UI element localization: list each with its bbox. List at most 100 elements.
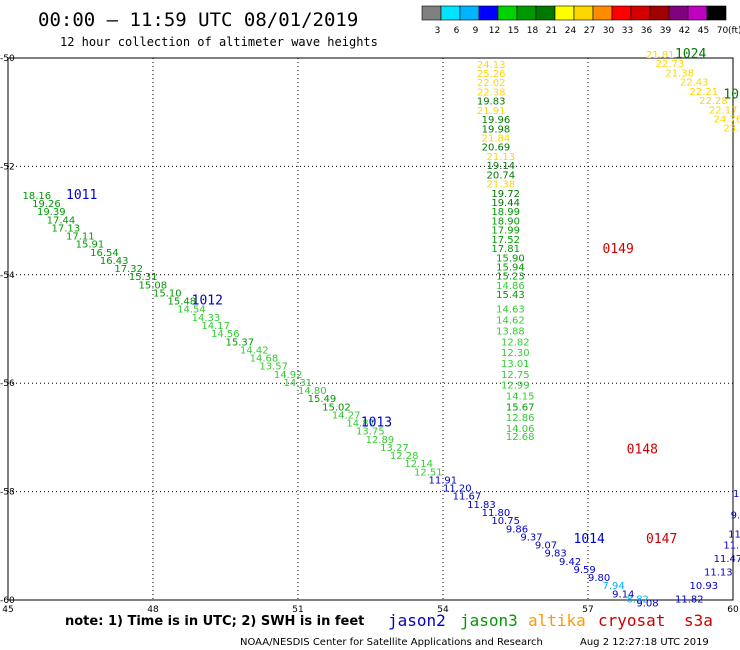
data-point-label: 13.01 bbox=[501, 359, 530, 370]
data-point-label: 15.48 bbox=[168, 297, 197, 308]
pass-label: 1011 bbox=[66, 188, 97, 203]
data-point-label: 19.83 bbox=[477, 97, 506, 108]
data-point-label: 18.90 bbox=[491, 216, 520, 227]
colorbar-label: 39 bbox=[660, 26, 672, 36]
data-point-label: 12.86 bbox=[506, 413, 535, 424]
x-tick-label: 54 bbox=[437, 605, 449, 615]
satellite-legend: jason2 jason3 altika cryosat s3a bbox=[388, 611, 713, 630]
data-point-label: 10.75 bbox=[491, 516, 520, 527]
colorbar-label: 27 bbox=[584, 26, 595, 36]
data-point-label: 21.91 bbox=[477, 106, 506, 117]
data-point-label: 9.14 bbox=[612, 589, 634, 600]
colorbar-swatch bbox=[421, 5, 442, 21]
colorbar-swatch bbox=[573, 5, 594, 21]
data-point-label: 17.81 bbox=[491, 244, 520, 255]
data-point-label: 14.27 bbox=[332, 410, 361, 421]
plot-frame bbox=[7, 57, 734, 601]
footer-timestamp: Aug 2 12:27:18 UTC 2019 bbox=[580, 637, 709, 648]
data-point-label: 15.43 bbox=[496, 290, 525, 301]
data-point-label: 14.17 bbox=[201, 321, 230, 332]
colorbar-label: 12 bbox=[489, 26, 500, 36]
y-tick-label: -50 bbox=[0, 54, 15, 64]
data-point-label: 14.42 bbox=[240, 345, 269, 356]
legend-entry: cryosat bbox=[598, 611, 665, 630]
data-point-label: 1 bbox=[733, 489, 739, 500]
data-point-label: 17.99 bbox=[491, 226, 520, 237]
data-point-label: 19.39 bbox=[37, 207, 66, 218]
data-point-label: 15.91 bbox=[76, 240, 105, 251]
colorbar-swatch bbox=[516, 5, 537, 21]
data-point-label: 22.21 bbox=[690, 87, 719, 98]
data-point-label: 14.68 bbox=[250, 354, 279, 365]
data-point-label: 14.31 bbox=[284, 378, 313, 389]
data-point-label: 12.68 bbox=[506, 432, 535, 443]
data-point-label: 14.80 bbox=[298, 386, 327, 397]
colorbar-label: 45 bbox=[698, 26, 709, 36]
data-point-label: 18.16 bbox=[23, 191, 52, 202]
data-point-label: 19.26 bbox=[32, 199, 61, 210]
data-point-label: 14.54 bbox=[177, 305, 206, 316]
colorbar-label: 9 bbox=[473, 26, 479, 36]
colorbar-swatch bbox=[535, 5, 556, 21]
colorbar-label: 21 bbox=[546, 26, 557, 36]
legend-entry: jason2 bbox=[388, 611, 446, 630]
colorbar-label: 36 bbox=[641, 26, 653, 36]
data-point-label: 14.56 bbox=[211, 329, 240, 340]
data-point-label: 21.84 bbox=[482, 133, 511, 144]
colorbar-swatch bbox=[649, 5, 670, 21]
data-point-label: 12.82 bbox=[501, 337, 530, 348]
legend-entry: s3a bbox=[684, 611, 713, 630]
data-point-label: 11.67 bbox=[453, 492, 482, 503]
colorbar-swatch bbox=[706, 5, 727, 21]
data-point-label: 11.82 bbox=[675, 595, 704, 606]
data-point-label: 22.73 bbox=[656, 59, 685, 70]
data-point-label: 23.43 bbox=[723, 124, 740, 135]
colorbar-label: 18 bbox=[527, 26, 539, 36]
y-tick-label: -60 bbox=[0, 596, 15, 606]
footer-credit: NOAA/NESDIS Center for Satellite Applica… bbox=[240, 637, 543, 648]
data-point-label: 21.81 bbox=[646, 50, 675, 61]
data-point-label: 14.33 bbox=[192, 313, 221, 324]
data-point-label: 22.43 bbox=[680, 78, 709, 89]
data-point-label: 21.38 bbox=[665, 68, 694, 79]
colorbar-unit: (ft) bbox=[728, 26, 740, 36]
colorbar-swatch bbox=[630, 5, 651, 21]
x-tick-label: 60 bbox=[727, 605, 739, 615]
data-point-label: 14.87 bbox=[346, 419, 375, 430]
data-point-label: 24.13 bbox=[477, 60, 506, 71]
data-point-label: 18.99 bbox=[491, 207, 520, 218]
pass-label: 1013 bbox=[361, 416, 392, 431]
data-point-label: 8.82 bbox=[627, 595, 649, 606]
y-tick-label: -54 bbox=[0, 271, 15, 281]
data-point-label: 15.23 bbox=[496, 272, 525, 283]
data-point-label: 15.94 bbox=[496, 262, 525, 273]
colorbar-swatch bbox=[459, 5, 480, 21]
data-point-label: 15.49 bbox=[308, 394, 337, 405]
pass-label: 0149 bbox=[603, 242, 634, 257]
data-point-label: 17.52 bbox=[491, 235, 520, 246]
data-point-label: 16.43 bbox=[100, 256, 129, 267]
data-point-label: 22.17 bbox=[709, 105, 738, 116]
data-point-label: 11.13 bbox=[704, 568, 733, 579]
data-point-label: 12.28 bbox=[390, 451, 419, 462]
colorbar-swatch bbox=[592, 5, 613, 21]
data-point-label: 15.37 bbox=[226, 337, 255, 348]
y-tick-label: -58 bbox=[0, 488, 15, 498]
data-point-label: 14.86 bbox=[496, 281, 525, 292]
pass-label: 1024 bbox=[675, 47, 706, 62]
data-point-label: 19.96 bbox=[482, 115, 511, 126]
pass-label: 1012 bbox=[192, 294, 223, 309]
data-point-label: 15.67 bbox=[506, 402, 535, 413]
data-point-label: 12.14 bbox=[404, 459, 433, 470]
data-point-label: 21.13 bbox=[487, 152, 516, 163]
data-point-label: 14.15 bbox=[506, 391, 535, 402]
data-point-label: 22.02 bbox=[477, 78, 506, 89]
data-point-label: 11.83 bbox=[467, 500, 496, 511]
pass-label: 0147 bbox=[646, 532, 677, 547]
data-point-label: 20.69 bbox=[482, 143, 511, 154]
data-point-label: 14.06 bbox=[506, 424, 535, 435]
data-point-label: 19.72 bbox=[491, 189, 520, 200]
colorbar-swatch bbox=[497, 5, 518, 21]
data-point-label: 21.38 bbox=[487, 180, 516, 191]
